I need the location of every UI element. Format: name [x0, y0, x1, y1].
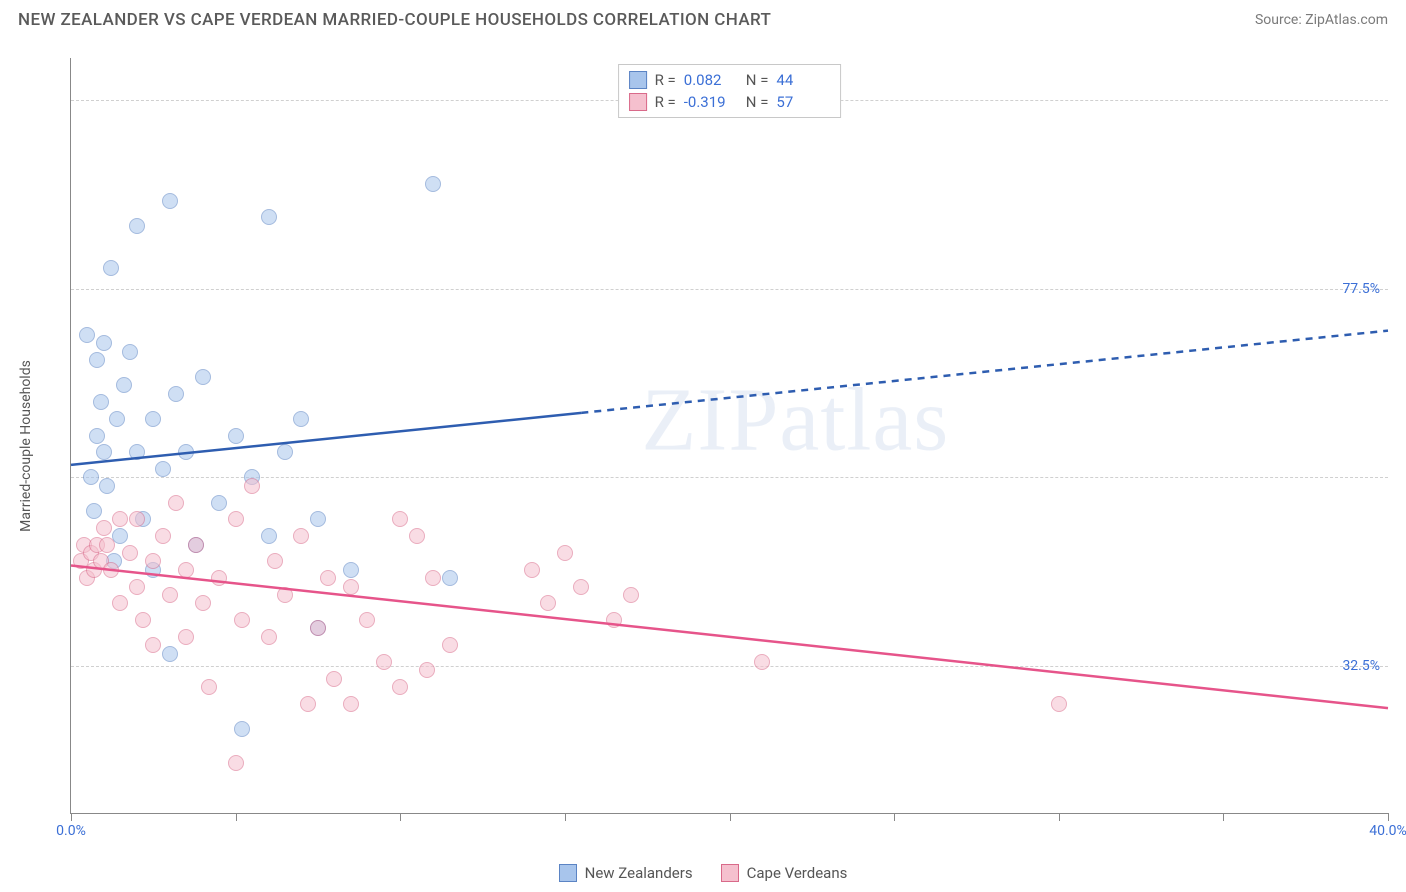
legend-label-1: Cape Verdeans: [747, 864, 848, 882]
trendlines-layer: [71, 58, 1388, 813]
y-axis-label: Married-couple Households: [18, 360, 34, 532]
trendline-solid: [71, 413, 581, 465]
chart-container: NEW ZEALANDER VS CAPE VERDEAN MARRIED-CO…: [0, 0, 1406, 892]
x-tick: [1388, 813, 1389, 821]
n-label: N =: [746, 71, 769, 89]
x-tick: [400, 813, 401, 821]
r-value-1: -0.319: [684, 93, 738, 111]
r-label: R =: [655, 71, 676, 89]
x-tick: [236, 813, 237, 821]
x-tick: [1223, 813, 1224, 821]
swatch-series-0: [629, 71, 647, 89]
stats-row-1: R = -0.319 N = 57: [629, 91, 831, 113]
stats-row-0: R = 0.082 N = 44: [629, 69, 831, 91]
n-value-1: 57: [776, 93, 830, 111]
chart-area: Married-couple Households ZIPatlas R = 0…: [50, 58, 1388, 834]
series-legend: New Zealanders Cape Verdeans: [0, 864, 1406, 882]
legend-label-0: New Zealanders: [585, 864, 693, 882]
chart-title: NEW ZEALANDER VS CAPE VERDEAN MARRIED-CO…: [18, 10, 771, 30]
swatch-series-1: [629, 93, 647, 111]
legend-item-0: New Zealanders: [559, 864, 693, 882]
trendline-dashed: [581, 331, 1388, 413]
x-tick-label: 40.0%: [1369, 823, 1406, 839]
x-tick: [894, 813, 895, 821]
legend-swatch-1: [721, 864, 739, 882]
plot-region: ZIPatlas R = 0.082 N = 44 R = -0.319 N =…: [70, 58, 1388, 814]
n-label: N =: [746, 93, 769, 111]
legend-item-1: Cape Verdeans: [721, 864, 848, 882]
source-label: Source: ZipAtlas.com: [1255, 12, 1388, 28]
x-tick: [71, 813, 72, 821]
legend-swatch-0: [559, 864, 577, 882]
r-value-0: 0.082: [684, 71, 738, 89]
trendline-solid: [71, 566, 1388, 709]
r-label: R =: [655, 93, 676, 111]
x-tick: [565, 813, 566, 821]
x-tick-label: 0.0%: [56, 823, 86, 839]
n-value-0: 44: [776, 71, 830, 89]
chart-header: NEW ZEALANDER VS CAPE VERDEAN MARRIED-CO…: [0, 0, 1406, 36]
x-tick: [730, 813, 731, 821]
stats-legend: R = 0.082 N = 44 R = -0.319 N = 57: [618, 64, 842, 118]
x-tick: [1059, 813, 1060, 821]
